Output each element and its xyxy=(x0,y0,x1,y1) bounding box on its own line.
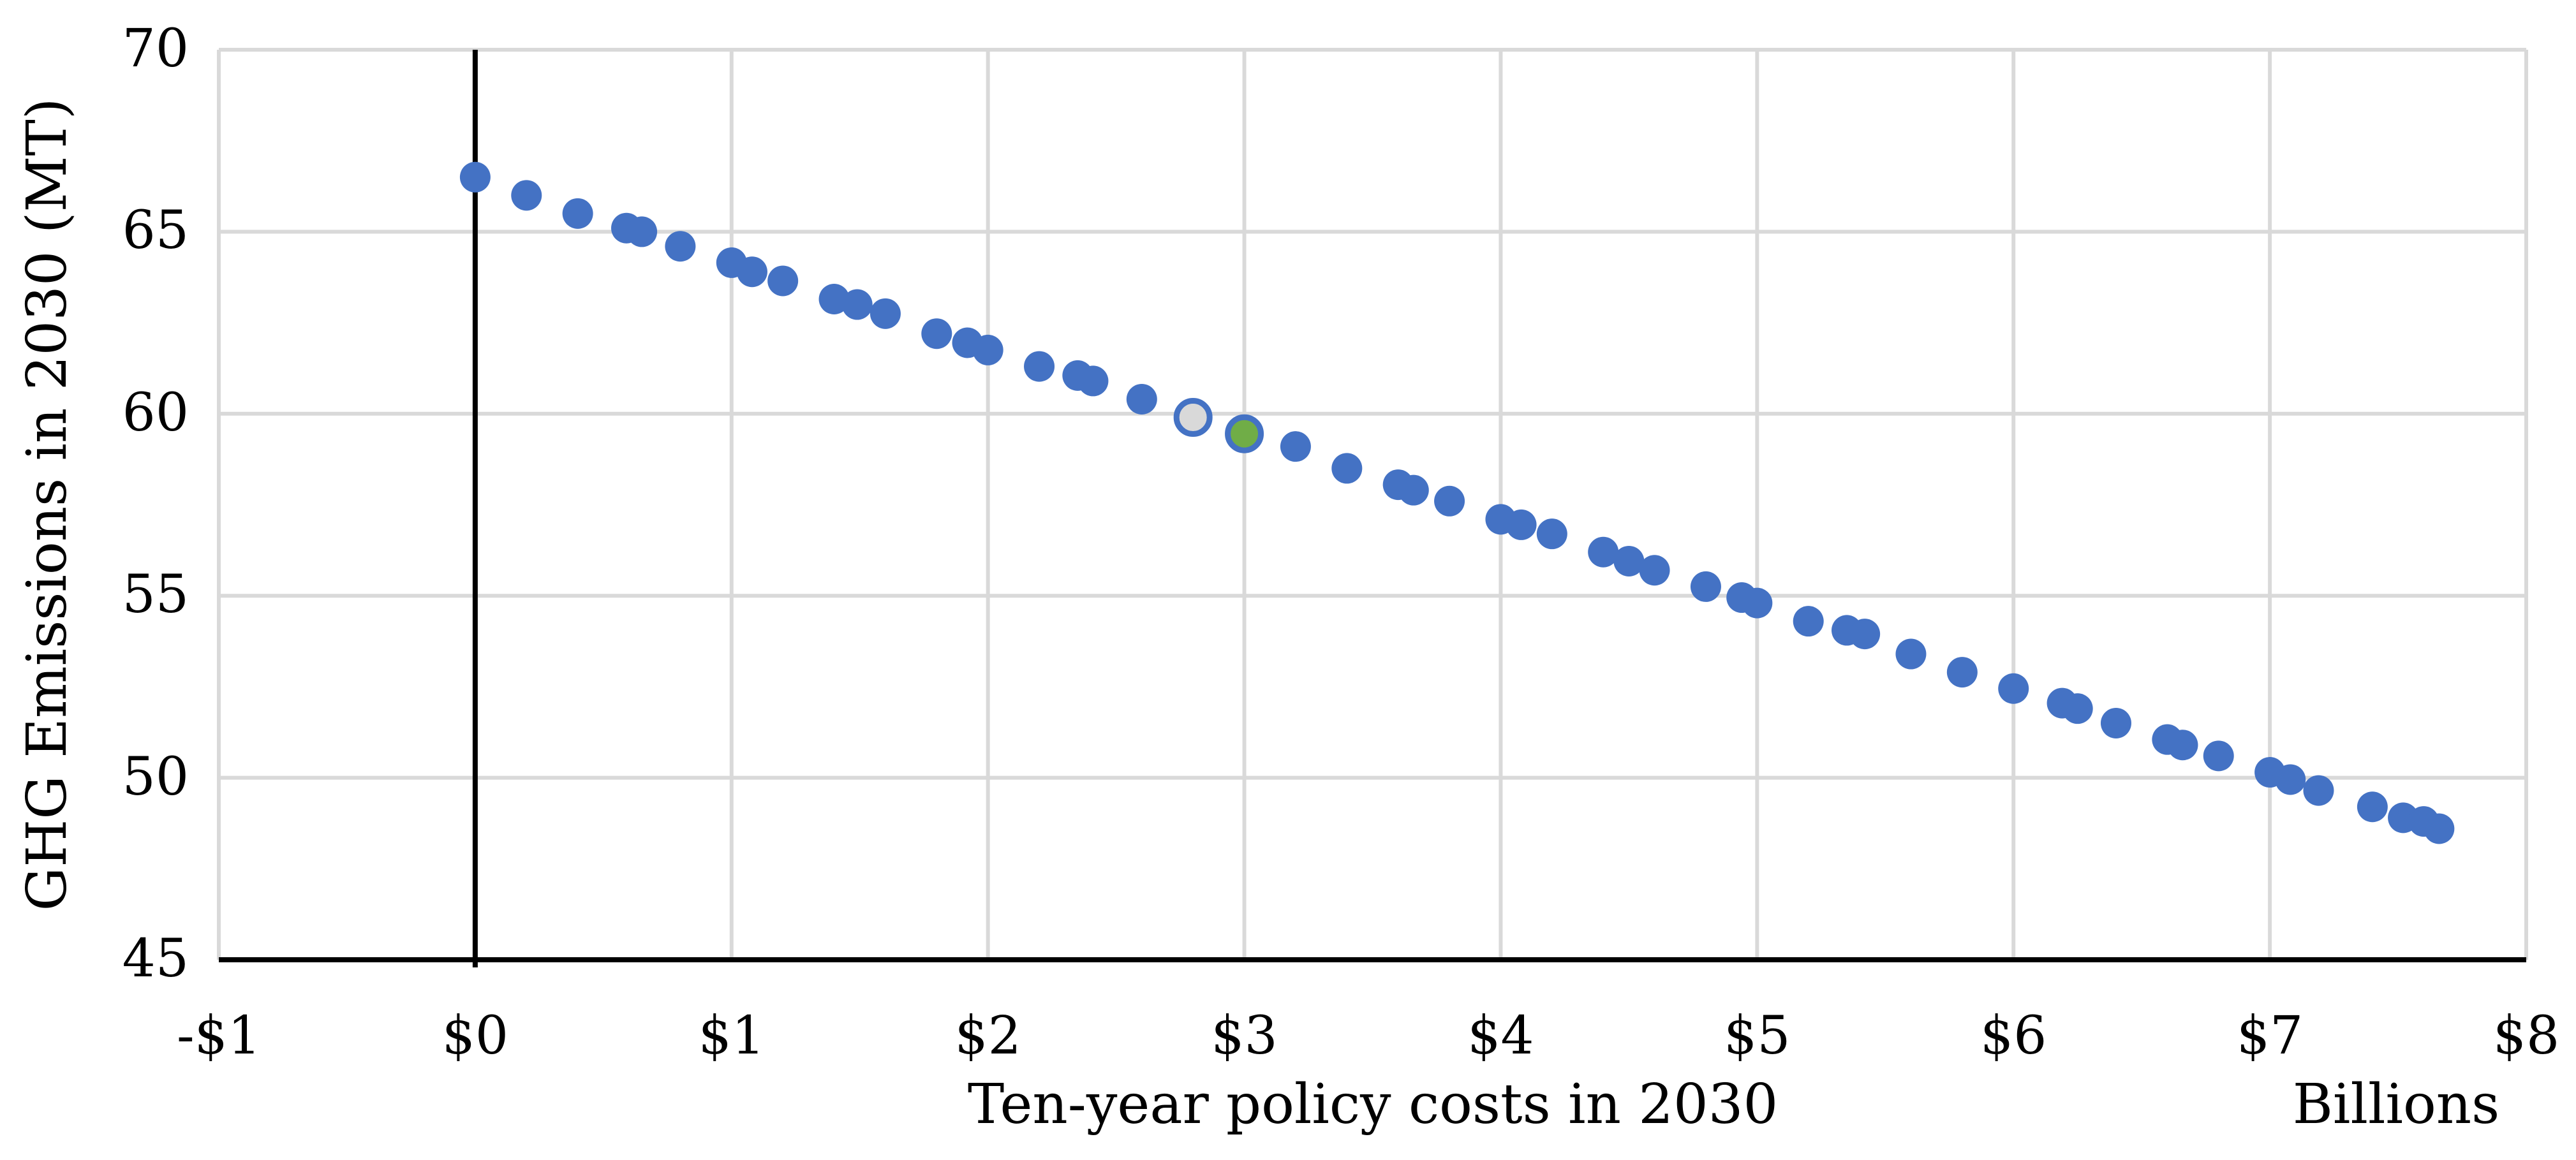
data-point xyxy=(1742,587,1773,619)
y-tick-label: 60 xyxy=(122,382,189,443)
data-point xyxy=(1895,638,1927,670)
data-point xyxy=(2357,791,2388,823)
data-point xyxy=(870,298,901,329)
x-tick-label: $7 xyxy=(2236,1006,2304,1066)
data-point xyxy=(1077,365,1109,397)
x-tick-label: $6 xyxy=(1980,1006,2047,1066)
y-tick-label: 65 xyxy=(122,200,189,261)
data-point xyxy=(1024,351,1055,382)
data-point xyxy=(1793,606,1824,637)
data-point xyxy=(2303,775,2334,806)
data-point xyxy=(562,198,593,229)
data-point xyxy=(1946,657,1978,688)
data-point xyxy=(2167,730,2198,761)
x-tick-label: $3 xyxy=(1211,1006,1278,1066)
x-tick-label: $1 xyxy=(698,1006,765,1066)
data-point xyxy=(459,161,491,193)
data-point xyxy=(818,283,850,314)
data-point-green xyxy=(1225,414,1264,453)
data-point xyxy=(2424,813,2455,844)
data-point xyxy=(1588,536,1619,568)
data-point xyxy=(1998,673,2029,704)
data-point xyxy=(626,216,658,247)
x-axis-title: Ten-year policy costs in 2030 xyxy=(967,1073,1779,1136)
data-point xyxy=(972,334,1003,365)
data-point-gray xyxy=(1173,398,1213,437)
data-point xyxy=(1536,518,1567,550)
data-point xyxy=(736,256,767,288)
x-tick-label: $5 xyxy=(1724,1006,1791,1066)
data-point xyxy=(1639,555,1670,586)
data-point xyxy=(1849,619,1881,650)
y-tick-label: 55 xyxy=(122,564,189,626)
data-point xyxy=(1331,453,1363,484)
data-point xyxy=(2203,740,2234,772)
data-point xyxy=(1398,474,1429,506)
data-point xyxy=(841,289,873,320)
x-tick-label: $8 xyxy=(2492,1006,2560,1066)
y-tick-label: 70 xyxy=(122,18,189,79)
data-point xyxy=(1613,545,1645,576)
data-point xyxy=(1506,509,1537,540)
data-point xyxy=(511,180,542,211)
data-point xyxy=(2062,693,2093,724)
data-point xyxy=(921,318,952,349)
x-tick-label: $4 xyxy=(1467,1006,1534,1066)
x-tick-label: $2 xyxy=(954,1006,1021,1066)
data-point xyxy=(767,265,799,297)
data-point xyxy=(2100,707,2131,738)
y-tick-label: 45 xyxy=(122,929,189,989)
data-point xyxy=(1280,431,1311,462)
data-point xyxy=(1690,571,1721,602)
data-point xyxy=(1434,485,1465,517)
data-point xyxy=(665,231,696,262)
x-tick-label: $0 xyxy=(441,1006,509,1066)
data-point xyxy=(2275,764,2306,795)
y-tick-label: 50 xyxy=(122,746,189,807)
x-axis-units-label: Billions xyxy=(2292,1073,2500,1136)
x-tick-label: -$1 xyxy=(176,1006,262,1066)
data-point xyxy=(1126,383,1157,415)
